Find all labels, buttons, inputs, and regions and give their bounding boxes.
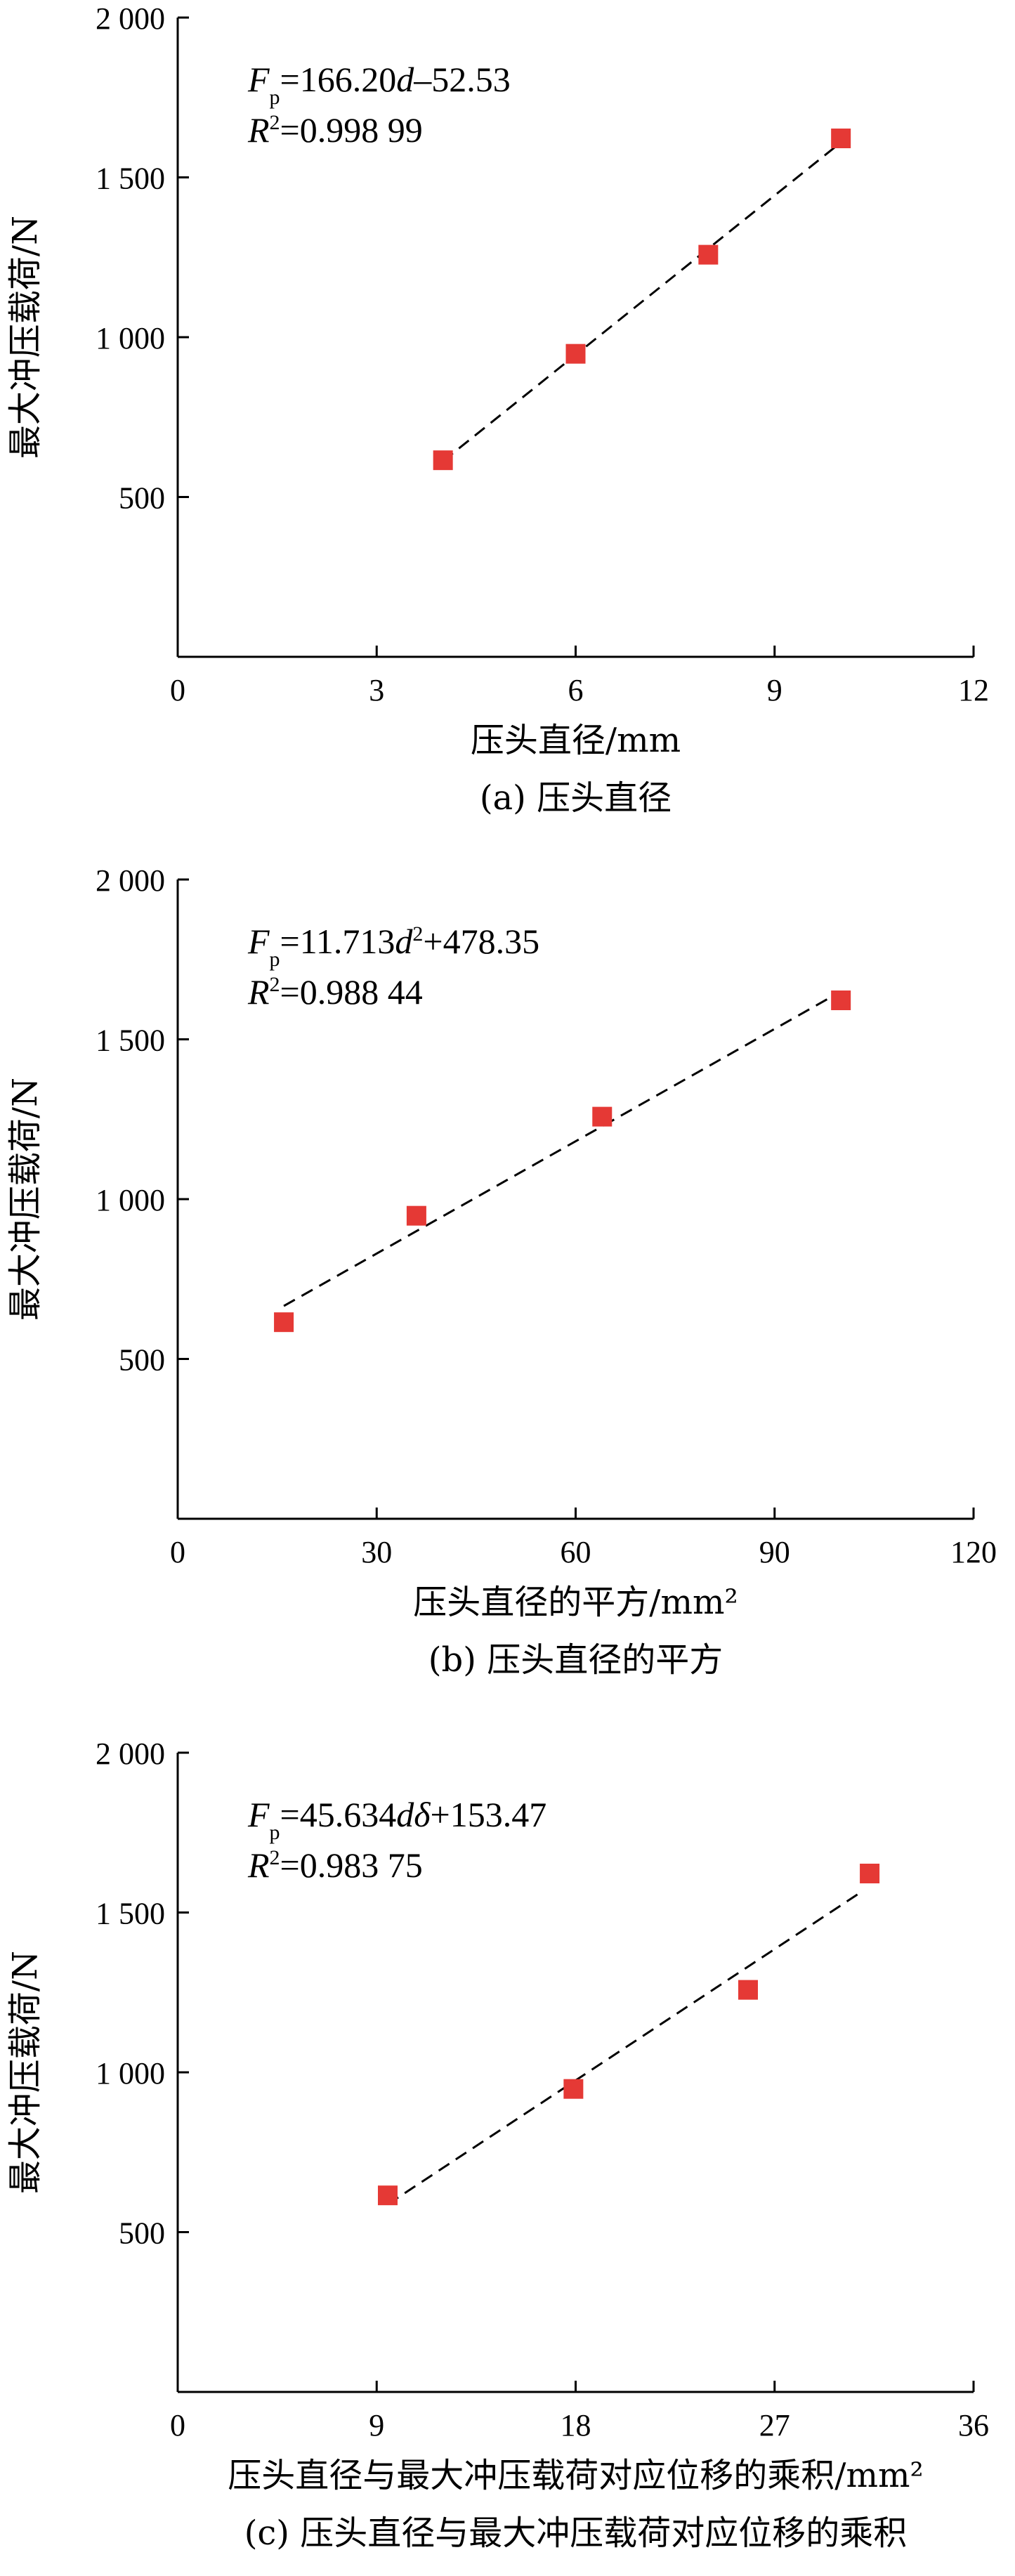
x-tick-label: 120 [950, 1535, 997, 1569]
fit-equation: Fp=11.713d2+478.35 [247, 922, 539, 971]
y-axis-title: 最大冲压载荷/N [6, 1951, 45, 2194]
r2-value: =0.998 99 [280, 110, 423, 150]
data-point [433, 450, 453, 471]
eq-coefficient: =45.634 [280, 1795, 397, 1834]
fit-equation: Fp=166.20d–52.53 [247, 60, 511, 109]
data-point [406, 1205, 426, 1226]
eq-subscript: p [270, 1821, 280, 1844]
fit-line [442, 141, 842, 462]
y-tick-label: 500 [119, 1343, 165, 1378]
eq-exponent: 2 [412, 922, 423, 946]
panel-caption: (b) 压头直径的平方 [428, 1640, 723, 1680]
data-point [860, 1863, 880, 1883]
x-tick-label: 27 [759, 2408, 790, 2443]
x-tick-label: 60 [561, 1535, 591, 1569]
r2-exponent: 2 [270, 111, 280, 134]
eq-coefficient: =166.20 [280, 60, 397, 99]
x-tick-label: 18 [561, 2408, 591, 2443]
eq-lhs: F [247, 1795, 270, 1834]
eq-intercept: +478.35 [423, 922, 539, 961]
r-squared: R2=0.988 44 [247, 972, 423, 1012]
y-tick-label: 1 500 [96, 162, 165, 196]
data-point [274, 1312, 294, 1333]
panel-c: 0 9 18 27 36 500 1 000 1 500 2 000 最大冲压载荷/N 压头直径与最… [6, 1737, 989, 2553]
x-axis-title: 压头直径与最大冲压载荷对应位移的乘积/mm² [228, 2456, 923, 2495]
eq-subscript: p [270, 948, 280, 971]
r2-symbol: R [247, 110, 270, 150]
eq-subscript: p [270, 86, 280, 109]
y-axis-title: 最大冲压载荷/N [6, 1078, 45, 1321]
x-tick-label: 12 [958, 673, 989, 707]
fit-equation: Fp=45.634dδ+153.47 [247, 1795, 546, 1844]
data-point [831, 990, 851, 1010]
data-point [565, 344, 586, 364]
x-tick-label: 6 [568, 673, 584, 707]
panel-b: 0 30 60 90 120 500 1 000 1 500 2 000 最大冲压载荷/N 压头直径… [6, 863, 997, 1680]
fit-line [283, 990, 842, 1307]
data-point [831, 128, 851, 148]
eq-intercept: +153.47 [431, 1795, 547, 1834]
y-tick-label: 2 000 [96, 1, 165, 36]
panel-caption: (c) 压头直径与最大冲压载荷对应位移的乘积 [244, 2513, 908, 2553]
r-squared: R2=0.998 99 [247, 110, 423, 150]
eq-lhs: F [247, 60, 270, 99]
data-point [563, 2079, 584, 2099]
r2-value: =0.983 75 [280, 1845, 423, 1885]
y-tick-label: 1 000 [96, 321, 165, 355]
x-tick-label: 9 [369, 2408, 384, 2443]
data-point [592, 1106, 613, 1127]
y-tick-label: 1 500 [96, 1024, 165, 1058]
x-tick-label: 9 [767, 673, 782, 707]
y-tick-label: 1 500 [96, 1897, 165, 1931]
r2-exponent: 2 [270, 1846, 280, 1869]
r2-symbol: R [247, 1845, 270, 1885]
x-tick-label: 0 [170, 1535, 185, 1569]
r2-exponent: 2 [270, 973, 280, 996]
y-tick-label: 2 000 [96, 863, 165, 898]
y-tick-label: 1 000 [96, 2056, 165, 2091]
r2-symbol: R [247, 972, 270, 1012]
r-squared: R2=0.983 75 [247, 1845, 423, 1885]
x-tick-label: 30 [361, 1535, 392, 1569]
panel-caption: (a) 压头直径 [480, 778, 672, 818]
y-tick-label: 2 000 [96, 1737, 165, 1771]
panel-a: 0 3 6 9 12 500 1 000 1 500 2 000 最大冲压载荷/N 压头直径/mm (… [6, 1, 989, 818]
eq-lhs: F [247, 922, 270, 961]
x-axis-title: 压头直径/mm [471, 721, 681, 760]
eq-coefficient: =11.713 [280, 922, 395, 961]
data-point [377, 2185, 398, 2206]
x-tick-label: 0 [170, 673, 185, 707]
x-tick-label: 3 [369, 673, 384, 707]
data-point [698, 244, 719, 265]
y-axis-title: 最大冲压载荷/N [6, 216, 45, 459]
fit-line [387, 1890, 864, 2206]
x-tick-label: 0 [170, 2408, 185, 2443]
y-tick-label: 500 [119, 481, 165, 516]
eq-variable: dδ [396, 1795, 431, 1834]
eq-intercept: –52.53 [413, 60, 511, 99]
r2-value: =0.988 44 [280, 972, 423, 1012]
x-axis-title: 压头直径的平方/mm² [413, 1583, 738, 1622]
y-tick-label: 1 000 [96, 1183, 165, 1217]
eq-variable: d [396, 60, 414, 99]
x-tick-label: 36 [958, 2408, 989, 2443]
y-tick-label: 500 [119, 2216, 165, 2251]
x-tick-label: 90 [759, 1535, 790, 1569]
data-point [738, 1980, 758, 2000]
eq-variable: d [395, 922, 413, 961]
